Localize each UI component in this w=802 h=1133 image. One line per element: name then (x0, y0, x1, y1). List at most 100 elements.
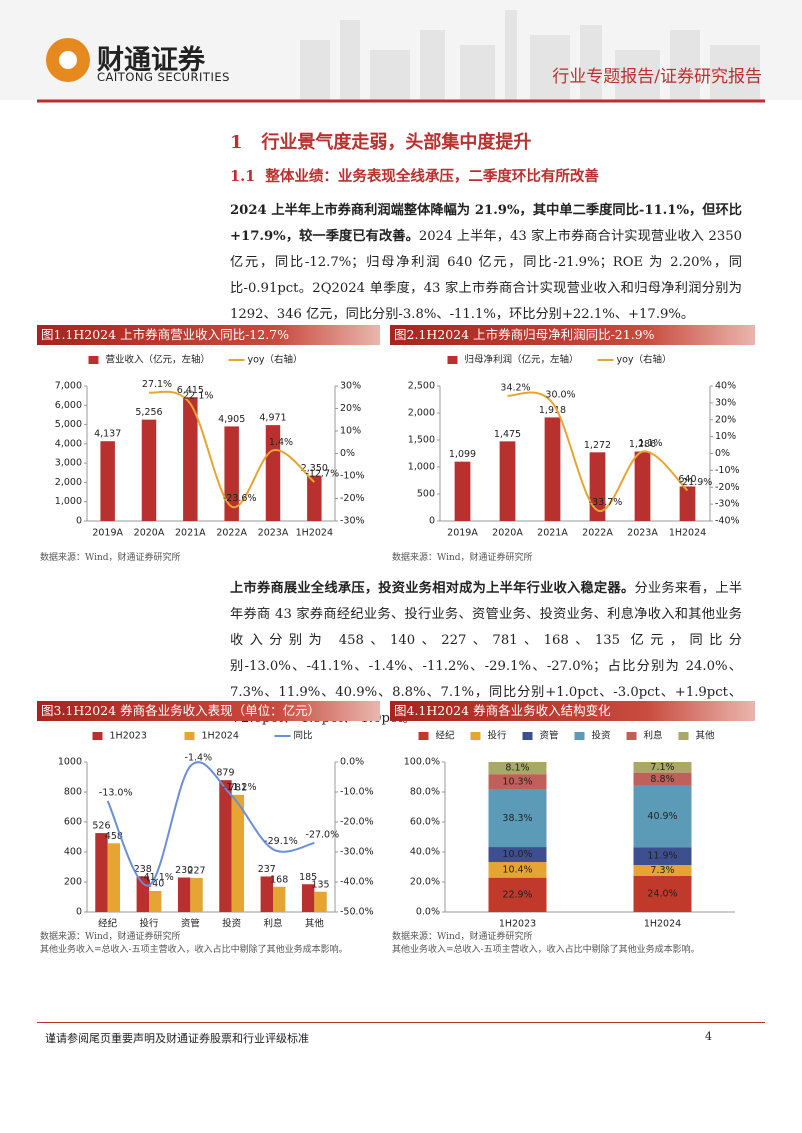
line-value-label: -33.7% (589, 497, 623, 508)
bar (100, 441, 115, 521)
y2-tick-label: -30.0% (340, 847, 374, 858)
bar-value-label: 1,286 (629, 439, 656, 450)
y-tick-label: 0 (429, 516, 435, 527)
legend-label: 资管 (540, 730, 559, 742)
bar (273, 886, 286, 912)
segment-label: 11.9% (647, 851, 677, 862)
y2-tick-label: 0% (715, 448, 730, 459)
line-value-label: 1.4% (269, 437, 293, 448)
heading1: 1 行业景气度走弱，头部集中度提升 (230, 128, 531, 154)
bar-segment (633, 865, 692, 876)
y2-tick-label: -40% (715, 516, 740, 527)
y-tick-label: 80.0% (410, 787, 440, 798)
line-value-label: 22.1% (183, 390, 213, 401)
figure-title: 图1.1H2024 上市券商营业收入同比-12.7% (37, 325, 380, 345)
x-tick-label: 投资 (222, 918, 242, 930)
chart: 1H2023 1H2024 同比 0 200 400 600 800 1000 -50.0% -40… (58, 730, 374, 930)
bar-value-label: 4,971 (259, 413, 286, 424)
line-value-label: -13.0% (99, 788, 133, 799)
legend-label: 其他 (696, 730, 716, 742)
legend-label: 投行 (488, 730, 508, 742)
y-tick-label: 5,000 (55, 419, 82, 430)
y2-tick-label: 20% (340, 403, 361, 414)
bar-value-label: 135 (311, 879, 329, 890)
line (507, 391, 689, 512)
bar (301, 884, 315, 912)
bar (95, 833, 108, 912)
bar (149, 891, 162, 912)
legend-label: 同比 (294, 730, 313, 742)
chart: 营业收入（亿元，左轴） yoy（右轴） 0 1,000 2,000 3,000 4,000 5… (55, 354, 365, 539)
bar-value-label: 1,918 (539, 405, 566, 416)
line (106, 761, 315, 887)
legend-label: 利息 (644, 730, 663, 742)
segment-label: 7.1% (650, 762, 674, 773)
legend-swatch (574, 732, 585, 740)
x-tick-label: 2021A (537, 528, 568, 539)
bar-value-label: 781 (229, 782, 247, 793)
legend-swatch (88, 356, 99, 364)
bar (219, 780, 232, 912)
y-tick-label: 0.0% (416, 907, 440, 918)
y2-tick-label: 10% (715, 431, 736, 442)
bar-value-label: 168 (270, 874, 288, 885)
bar-value-label: 1,099 (449, 449, 476, 460)
legend-swatch (184, 732, 195, 740)
bar-segment (488, 862, 547, 878)
x-tick-label: 经纪 (98, 918, 118, 930)
bar (107, 843, 121, 912)
heading-text: 行业景气度走弱，头部集中度提升 (261, 132, 532, 153)
legend-label: 经纪 (436, 730, 456, 742)
segment-label: 38.3% (502, 813, 532, 824)
chart: 归母净利润（亿元，左轴） yoy（右轴） 0 500 1,000 1,500 2,000 2,… (408, 354, 740, 539)
header-bg (0, 0, 802, 103)
bar-value-label: 230 (175, 865, 193, 876)
bar-value-label: 1,475 (494, 429, 521, 440)
x-tick-label: 1H2024 (669, 528, 706, 539)
bar (177, 877, 191, 912)
x-tick-label: 1H2024 (644, 919, 681, 930)
bar (231, 794, 245, 912)
bar-segment (488, 762, 547, 775)
bar-segment (633, 772, 692, 786)
y-tick-label: 1,000 (55, 496, 82, 507)
segment-label: 22.9% (502, 889, 532, 900)
x-tick-label: 2022A (582, 528, 613, 539)
line-value-label: -11.2% (223, 782, 257, 793)
y-tick-label: 60.0% (410, 817, 440, 828)
line-value-label: -23.6% (223, 493, 257, 504)
source: 数据来源：Wind，财通证券研究所 (40, 553, 181, 563)
bar-segment (633, 876, 692, 912)
bar-value-label: 2,350 (301, 463, 328, 474)
x-tick-label: 其他 (305, 918, 325, 930)
y2-tick-label: -10% (340, 471, 365, 482)
x-tick-label: 资管 (181, 918, 200, 930)
y2-tick-label: 10% (340, 426, 361, 437)
bar-segment (633, 762, 692, 773)
bar-value-label: 5,256 (135, 407, 162, 418)
legend-label: yoy（右轴） (248, 354, 303, 366)
y2-tick-label: 20% (715, 414, 736, 425)
bar-value-label: 4,137 (94, 429, 121, 440)
segment-label: 40.9% (647, 811, 677, 822)
y-tick-label: 400 (64, 847, 82, 858)
bar (454, 461, 471, 521)
y-tick-label: 1,500 (408, 435, 435, 446)
x-tick-label: 2020A (492, 528, 523, 539)
bar-value-label: 6,415 (177, 385, 204, 396)
legend-label: 归母净利润（亿元，左轴） (465, 354, 579, 366)
segment-label: 7.3% (650, 865, 674, 876)
footer-rule (37, 1022, 765, 1023)
logo-cn: 财通证券 (97, 45, 205, 76)
line-value-label: -21.9% (679, 477, 713, 488)
source: 数据来源：Wind，财通证券研究所 (40, 932, 181, 942)
figure-title: 图2.1H2024 上市券商归母净利润同比-21.9% (390, 325, 755, 345)
bar (224, 426, 239, 521)
source: 数据来源：Wind，财通证券研究所 (392, 932, 533, 942)
bar-value-label: 1,272 (584, 440, 611, 451)
line-value-label: -29.1% (264, 836, 298, 847)
y-tick-label: 0 (76, 907, 82, 918)
bold-text: 2024 上半年上市券商利润端整体降幅为 21.9%，其中单二季度同比-11.1… (230, 203, 742, 244)
x-tick-label: 2020A (134, 528, 165, 539)
